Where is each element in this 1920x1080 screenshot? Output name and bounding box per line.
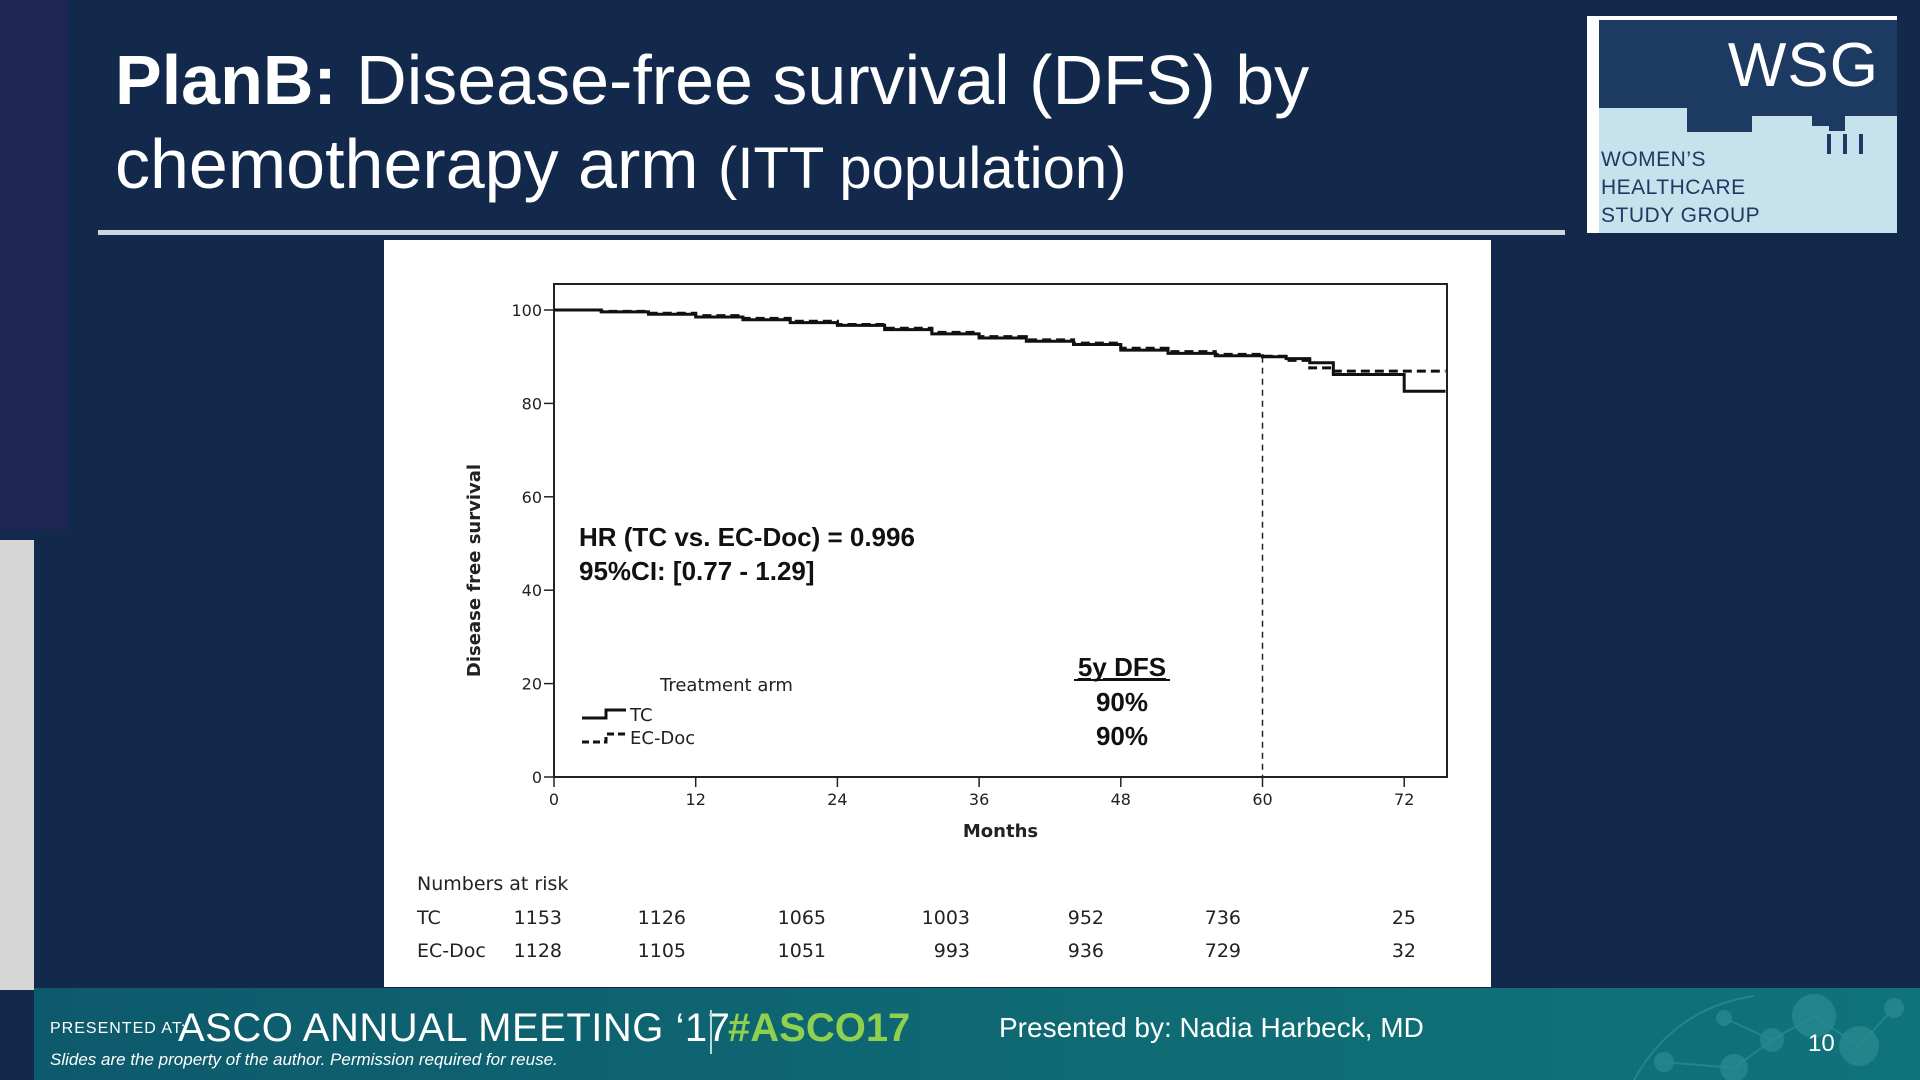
presented-at-label: PRESENTED AT: xyxy=(50,1020,187,1037)
risk-cell: 1105 xyxy=(638,940,686,962)
risk-cell: 936 xyxy=(1068,940,1104,962)
risk-cell: 1003 xyxy=(922,907,970,929)
y-tick-label: 0 xyxy=(532,768,542,787)
dfs-value-tc: 90% xyxy=(1096,687,1148,717)
network-decoration xyxy=(1633,994,1904,1080)
x-tick-label: 0 xyxy=(549,790,559,809)
risk-cell: 1065 xyxy=(778,907,826,929)
logo-line3: STUDY GROUP xyxy=(1601,204,1761,227)
y-tick-label: 40 xyxy=(522,581,542,600)
legend-label-ecdoc: EC-Doc xyxy=(630,728,695,749)
x-tick-label: 60 xyxy=(1252,790,1272,809)
legend-label-tc: TC xyxy=(629,705,653,726)
logo-shape xyxy=(1587,16,1897,233)
risk-cell: 1153 xyxy=(514,907,562,929)
risk-cell: 736 xyxy=(1205,907,1241,929)
y-tick-label: 60 xyxy=(522,488,542,507)
risk-cell: 993 xyxy=(934,940,970,962)
risk-cell: 729 xyxy=(1205,940,1241,962)
logo-line1: WOMEN’S xyxy=(1601,148,1706,171)
legend-title: Treatment arm xyxy=(659,675,793,696)
left-accent-strip xyxy=(0,0,68,530)
hr-annotation: HR (TC vs. EC-Doc) = 0.996 xyxy=(579,522,915,552)
hashtag: #ASCO17 xyxy=(728,1006,911,1050)
risk-cell: 1051 xyxy=(778,940,826,962)
risk-cell: 1126 xyxy=(638,907,686,929)
footer-bar: PRESENTED AT: ASCO ANNUAL MEETING ‘17 #A… xyxy=(34,988,1920,1080)
dfs-heading: 5y DFS xyxy=(1078,652,1166,682)
series-line-tc xyxy=(554,308,1446,393)
risk-table-title: Numbers at risk xyxy=(417,873,568,895)
title-line1: Disease-free survival (DFS) by xyxy=(336,41,1310,119)
title-bold: PlanB: xyxy=(115,41,337,119)
chart-panel: 0 20 40 60 80 100 0 12 24 36 48 60 72 Months Disease f… xyxy=(384,240,1491,987)
title-divider xyxy=(98,230,1565,235)
risk-cell: 32 xyxy=(1392,940,1416,962)
title-line2: chemotherapy arm xyxy=(115,125,719,203)
x-tick-label: 12 xyxy=(686,790,706,809)
property-note: Slides are the property of the author. P… xyxy=(50,1050,558,1069)
page-number: 10 xyxy=(1808,1030,1835,1057)
left-gray-strip xyxy=(0,540,34,990)
x-tick-label: 48 xyxy=(1111,790,1131,809)
ci-annotation: 95%CI: [0.77 - 1.29] xyxy=(579,556,815,586)
legend-swatch-tc xyxy=(582,708,626,720)
footer-separator xyxy=(710,1010,712,1054)
risk-cell: 1128 xyxy=(514,940,562,962)
y-axis-label: Disease free survival xyxy=(464,464,485,677)
risk-cell: 25 xyxy=(1392,907,1416,929)
meeting-name: ASCO ANNUAL MEETING ‘17 xyxy=(178,1006,731,1050)
y-tick-label: 80 xyxy=(522,394,542,413)
risk-row-label: EC-Doc xyxy=(417,940,486,962)
x-axis-label: Months xyxy=(963,821,1038,842)
logo-line2: HEALTHCARE xyxy=(1601,176,1746,199)
plot-frame xyxy=(553,283,1448,778)
y-tick-label: 20 xyxy=(522,675,542,694)
dfs-value-ecdoc: 90% xyxy=(1096,721,1148,751)
logo-text: WOMEN’S HEALTHCARE STUDY GROUP xyxy=(1601,146,1760,230)
km-chart: 0 20 40 60 80 100 0 12 24 36 48 60 72 Months Disease f… xyxy=(416,283,1448,962)
logo-acronym: WSG xyxy=(1727,31,1879,100)
y-tick-label: 100 xyxy=(511,301,542,320)
legend-swatch-ecdoc xyxy=(582,732,626,744)
x-tick-label: 36 xyxy=(969,790,989,809)
risk-cell: 952 xyxy=(1068,907,1104,929)
wsg-logo: WSG WOMEN’S HEALTHCARE STUDY GROUP xyxy=(1587,16,1897,233)
slide-title: PlanB: Disease-free survival (DFS) by ch… xyxy=(115,38,1545,206)
risk-row-label: TC xyxy=(416,907,441,929)
presenter-name: Presented by: Nadia Harbeck, MD xyxy=(999,1012,1424,1043)
x-tick-label: 24 xyxy=(827,790,847,809)
title-small: (ITT population) xyxy=(718,136,1127,201)
x-tick-label: 72 xyxy=(1394,790,1414,809)
